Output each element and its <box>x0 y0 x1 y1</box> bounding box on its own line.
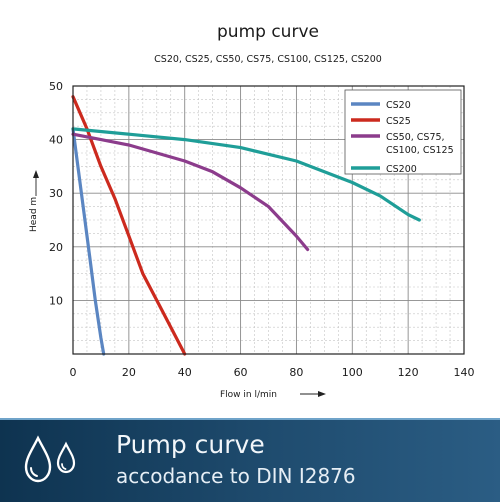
legend-label-0: CS20 <box>386 100 411 111</box>
tick-labels: 0 20 40 60 80 100 120 140 10 20 30 40 50 <box>49 80 475 379</box>
x-tick-label: 80 <box>289 366 303 379</box>
series-line-3 <box>71 127 421 222</box>
y-axis-arrow-head <box>33 170 39 178</box>
banner-title: Pump curve <box>116 430 265 459</box>
x-tick-label: 120 <box>398 366 419 379</box>
x-tick-label: 40 <box>178 366 192 379</box>
pump-curve-chart: pump curve CS20, CS25, CS50, CS75, CS100… <box>29 22 475 400</box>
y-tick-label: 30 <box>49 187 63 200</box>
x-tick-label: 100 <box>342 366 363 379</box>
legend-label-1: CS25 <box>386 116 411 127</box>
y-axis-label: Head m <box>29 197 39 232</box>
x-tick-label: 0 <box>70 366 77 379</box>
x-axis-label: Flow in l/min <box>220 390 277 400</box>
x-axis-arrow-head <box>318 391 326 397</box>
x-tick-label: 20 <box>122 366 136 379</box>
water-drops-icon <box>24 435 76 483</box>
plot-frame <box>72 85 465 355</box>
chart-title: pump curve <box>217 22 319 42</box>
info-banner: Pump curve accodance to DIN I2876 <box>0 418 500 502</box>
y-tick-label: 10 <box>49 294 63 307</box>
y-tick-label: 40 <box>49 134 63 147</box>
x-tick-label: 140 <box>454 366 475 379</box>
y-tick-label: 20 <box>49 241 63 254</box>
series-line-0 <box>71 127 106 356</box>
legend-label-2: CS50, CS75, <box>386 132 445 143</box>
chart-subtitle: CS20, CS25, CS50, CS75, CS100, CS125, CS… <box>154 54 382 65</box>
y-tick-label: 50 <box>49 80 63 93</box>
legend-label-2: CS100, CS125 <box>386 145 454 156</box>
series-lines <box>71 95 421 356</box>
legend: CS20 CS25 CS50, CS75, CS100, CS125 CS200 <box>344 89 462 175</box>
series-line-2 <box>71 132 310 252</box>
banner-subtitle: accodance to DIN I2876 <box>116 464 356 488</box>
legend-label-3: CS200 <box>386 164 417 175</box>
x-tick-label: 60 <box>234 366 248 379</box>
series-line-1 <box>71 95 187 356</box>
